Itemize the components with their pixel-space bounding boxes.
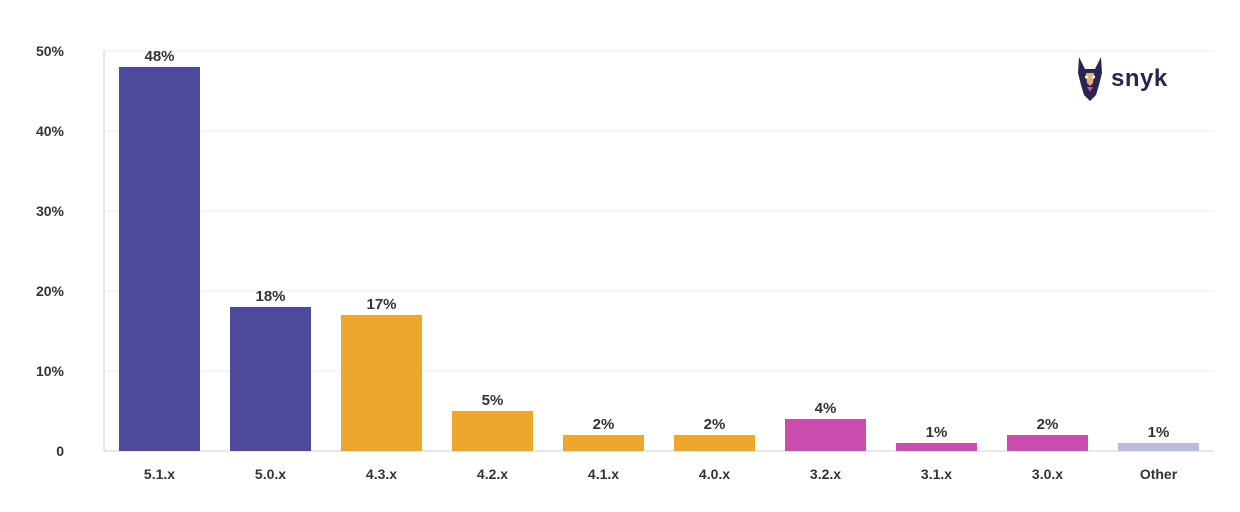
data-label: 48% [144,48,174,65]
doberman-dog-icon [1078,57,1102,101]
bar [896,443,977,451]
data-label: 2% [593,416,615,433]
bar [785,419,866,451]
y-tick-label: 50% [36,43,65,59]
x-tick-label: 3.0.x [1032,466,1063,482]
x-tick-label: 4.1.x [588,466,619,482]
x-tick-label: 4.3.x [366,466,397,482]
x-tick-label: 4.2.x [477,466,508,482]
bars [119,67,1199,451]
bar [1118,443,1199,451]
data-label: 18% [255,288,285,305]
bar [1007,435,1088,451]
bar [341,315,422,451]
x-tick-label: 5.0.x [255,466,286,482]
data-label: 1% [1148,424,1170,441]
y-tick-label: 0 [56,443,64,459]
x-tick-label: Other [1140,466,1178,482]
data-label: 2% [704,416,726,433]
bar [563,435,644,451]
y-tick-label: 20% [36,283,65,299]
snyk-logo: snyk [1075,55,1168,103]
y-tick-label: 10% [36,363,65,379]
data-label: 1% [926,424,948,441]
bar [230,307,311,451]
bar [674,435,755,451]
x-tick-label: 3.1.x [921,466,952,482]
data-label: 5% [482,392,504,409]
logo-text: snyk [1111,65,1168,92]
y-axis-ticks: 0 10% 20% 30% 40% 50% [36,43,65,459]
x-tick-label: 4.0.x [699,466,730,482]
data-label: 2% [1037,416,1059,433]
x-axis-ticks: 5.1.x 5.0.x 4.3.x 4.2.x 4.1.x 4.0.x 3.2.x 3.1.x… [144,466,1178,482]
y-tick-label: 40% [36,123,65,139]
x-tick-label: 5.1.x [144,466,175,482]
bar [452,411,533,451]
data-label: 4% [815,400,837,417]
data-labels: 48% 18% 17% 5% 2% 2% 4% 1% 2% 1% [144,48,1169,441]
bar [119,67,200,451]
gridlines [104,50,1214,372]
data-label: 17% [366,296,396,313]
y-tick-label: 30% [36,203,65,219]
x-tick-label: 3.2.x [810,466,841,482]
